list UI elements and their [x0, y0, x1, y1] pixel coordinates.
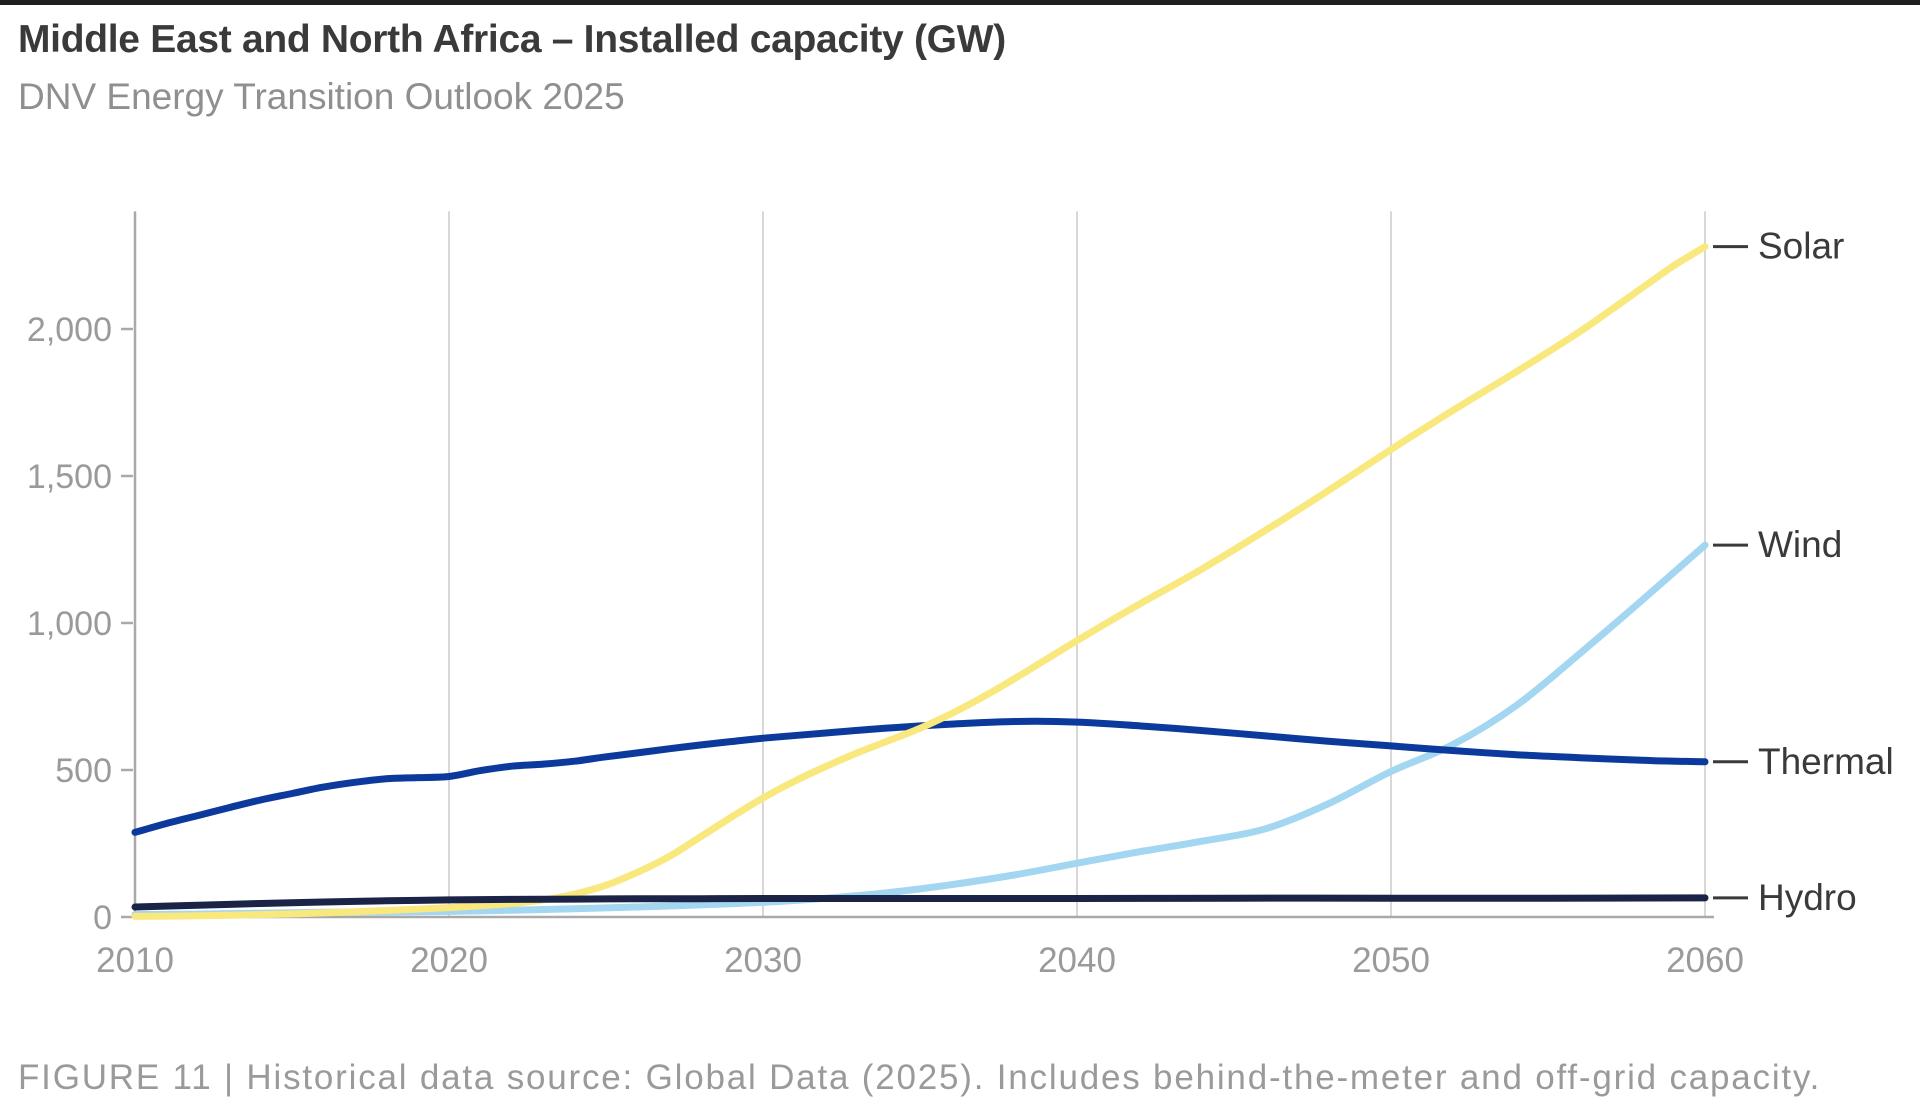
chart-subtitle: DNV Energy Transition Outlook 2025 [18, 76, 625, 117]
chart-title: Middle East and North Africa – Installed… [18, 18, 1006, 61]
y-tick-label-1000: 1,000 [27, 605, 112, 643]
y-tick-label-2000: 2,000 [27, 311, 112, 349]
x-tick-label-2020: 2020 [410, 941, 488, 980]
series-line-thermal [131, 717, 1709, 836]
x-tick-label-2060: 2060 [1666, 941, 1744, 980]
y-tick-label-500: 500 [55, 752, 112, 790]
figure-footnote: FIGURE 11 | Historical data source: Glob… [18, 1058, 1822, 1097]
x-tick-label-2050: 2050 [1352, 941, 1430, 980]
accent-topbar [0, 0, 1920, 5]
installed-capacity-line-chart: 0 500 1,000 1,500 2,000 2010 2020 2030 2040 2050 2… [27, 211, 1894, 980]
series-line-hydro [131, 894, 1709, 911]
x-tick-label-2030: 2030 [724, 941, 802, 980]
series-label-solar: Solar [1758, 226, 1844, 267]
x-tick-label-2040: 2040 [1038, 941, 1116, 980]
series-label-wind: Wind [1758, 524, 1842, 565]
y-tick-label-0: 0 [93, 899, 112, 937]
series-line-solar [131, 243, 1709, 920]
x-tick-label-2010: 2010 [96, 941, 174, 980]
series-label-thermal: Thermal [1758, 741, 1894, 782]
y-tick-label-1500: 1,500 [27, 458, 112, 496]
series-label-hydro: Hydro [1758, 877, 1857, 918]
